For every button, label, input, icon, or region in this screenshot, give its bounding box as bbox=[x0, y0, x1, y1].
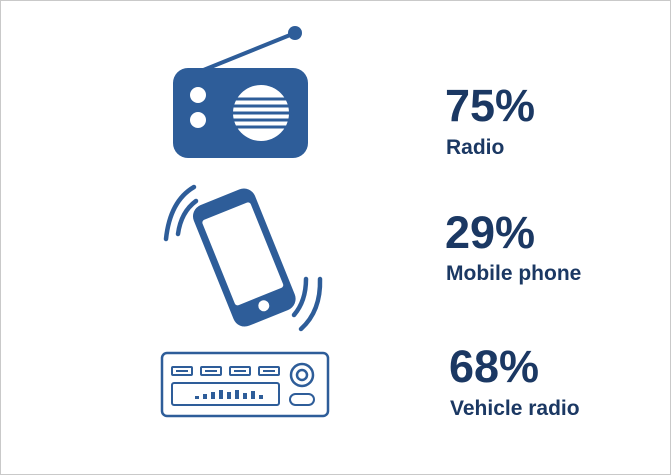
radio-percentage: 75% bbox=[445, 80, 536, 131]
vehicle-radio-label: Vehicle radio bbox=[450, 397, 580, 420]
mobile-phone-label: Mobile phone bbox=[446, 262, 582, 285]
vehicle-radio-icon bbox=[160, 351, 330, 418]
radio-icon bbox=[173, 26, 308, 158]
mobile-phone-icon bbox=[163, 184, 323, 332]
radio-label: Radio bbox=[446, 136, 505, 159]
mobile-phone-percentage: 29% bbox=[445, 207, 536, 258]
vehicle-radio-percentage: 68% bbox=[449, 341, 540, 392]
